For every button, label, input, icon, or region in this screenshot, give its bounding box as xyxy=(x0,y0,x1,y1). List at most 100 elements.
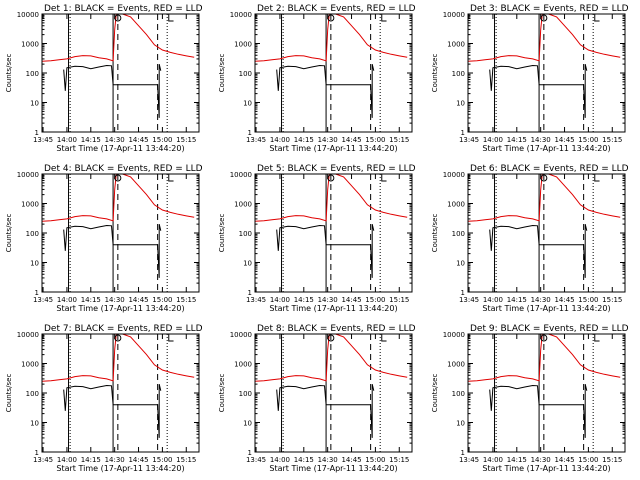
x-tick-label: 13:45 xyxy=(246,136,266,144)
panel-title: Det 7: BLACK = Events, RED = LLD xyxy=(44,324,203,334)
x-axis-label: Start Time (17-Apr-11 13:44:20) xyxy=(482,304,610,313)
x-tick-label: 15:15 xyxy=(602,296,622,304)
y-tick-label: 1 xyxy=(248,289,252,297)
y-tick-label: 10000 xyxy=(17,331,39,339)
x-tick-label: 15:00 xyxy=(152,136,172,144)
x-tick-label: 15:00 xyxy=(578,456,598,464)
y-tick-label: 10000 xyxy=(443,331,465,339)
y-tick-label: 1000 xyxy=(447,361,465,369)
plot-area xyxy=(255,14,408,132)
x-tick-label: 13:45 xyxy=(459,136,479,144)
y-axis-label: Counts/sec xyxy=(431,54,439,93)
marker-bracket xyxy=(594,174,600,182)
marker-bracket xyxy=(168,14,174,22)
marker-bracket xyxy=(594,334,600,342)
series-line-lld xyxy=(468,334,621,382)
x-tick-label: 14:00 xyxy=(57,456,77,464)
chart-panel-1: Det 1: BLACK = Events, RED = LLD Counts/s… xyxy=(5,4,203,153)
y-tick-label: 1 xyxy=(461,129,465,137)
x-tick-label: 14:30 xyxy=(531,456,551,464)
plot-area xyxy=(42,334,195,452)
marker-bracket xyxy=(381,14,387,22)
y-tick-label: 10000 xyxy=(443,171,465,179)
x-tick-label: 14:30 xyxy=(531,136,551,144)
y-tick-label: 1 xyxy=(461,289,465,297)
chart-panel-7: Det 7: BLACK = Events, RED = LLD Counts/s… xyxy=(5,324,203,473)
x-tick-label: 14:45 xyxy=(128,456,148,464)
x-tick-label: 14:45 xyxy=(128,136,148,144)
chart-panel-5: Det 5: BLACK = Events, RED = LLD Counts/s… xyxy=(218,164,416,313)
x-tick-label: 14:00 xyxy=(270,296,290,304)
chart-panel-9: Det 9: BLACK = Events, RED = LLD Counts/s… xyxy=(431,324,629,473)
x-axis-label: Start Time (17-Apr-11 13:44:20) xyxy=(269,304,397,313)
x-tick-label: 14:15 xyxy=(294,136,314,144)
x-tick-label: 15:15 xyxy=(389,456,409,464)
x-tick-label: 14:45 xyxy=(554,296,574,304)
chart-panel-8: Det 8: BLACK = Events, RED = LLD Counts/s… xyxy=(218,324,416,473)
y-tick-label: 100 xyxy=(26,390,39,398)
series-line-lld xyxy=(468,14,621,62)
chart-panel-4: Det 4: BLACK = Events, RED = LLD Counts/s… xyxy=(5,164,203,313)
plot-area xyxy=(468,14,621,132)
y-axis-label: Counts/sec xyxy=(5,214,13,253)
y-tick-label: 1000 xyxy=(21,361,39,369)
y-tick-label: 100 xyxy=(26,70,39,78)
x-tick-label: 14:30 xyxy=(105,456,125,464)
x-tick-label: 14:45 xyxy=(341,456,361,464)
panel-title: Det 2: BLACK = Events, RED = LLD xyxy=(257,4,416,14)
y-tick-label: 1 xyxy=(35,129,39,137)
x-tick-label: 15:00 xyxy=(152,456,172,464)
plot-area xyxy=(42,174,195,292)
x-tick-label: 14:15 xyxy=(507,296,527,304)
y-tick-label: 100 xyxy=(239,230,252,238)
y-tick-label: 1000 xyxy=(21,201,39,209)
y-tick-label: 10 xyxy=(30,260,39,268)
x-tick-label: 15:00 xyxy=(365,136,385,144)
series-line-lld xyxy=(42,174,195,222)
marker-bracket xyxy=(168,174,174,182)
plot-frame xyxy=(467,173,626,293)
y-tick-label: 1000 xyxy=(234,361,252,369)
y-tick-label: 1 xyxy=(35,449,39,457)
panel-title: Det 8: BLACK = Events, RED = LLD xyxy=(257,324,416,334)
y-tick-label: 100 xyxy=(239,390,252,398)
x-tick-label: 14:00 xyxy=(57,136,77,144)
x-tick-label: 13:45 xyxy=(459,456,479,464)
y-tick-label: 100 xyxy=(452,390,465,398)
x-tick-label: 14:15 xyxy=(294,456,314,464)
x-tick-label: 15:15 xyxy=(602,456,622,464)
y-tick-label: 10 xyxy=(456,260,465,268)
y-axis-label: Counts/sec xyxy=(218,54,226,93)
x-tick-label: 15:00 xyxy=(365,456,385,464)
series-line-events xyxy=(63,223,162,278)
plot-area xyxy=(42,14,195,132)
plot-area xyxy=(255,174,408,292)
marker-bracket xyxy=(594,14,600,22)
x-axis-label: Start Time (17-Apr-11 13:44:20) xyxy=(269,464,397,473)
x-tick-label: 14:00 xyxy=(270,456,290,464)
x-axis-label: Start Time (17-Apr-11 13:44:20) xyxy=(56,304,184,313)
y-tick-label: 10 xyxy=(30,100,39,108)
x-axis-label: Start Time (17-Apr-11 13:44:20) xyxy=(269,144,397,153)
x-tick-label: 15:15 xyxy=(176,296,196,304)
y-tick-label: 10000 xyxy=(230,331,252,339)
y-tick-label: 100 xyxy=(452,70,465,78)
x-tick-label: 13:45 xyxy=(459,296,479,304)
y-tick-label: 100 xyxy=(26,230,39,238)
y-tick-label: 10 xyxy=(456,100,465,108)
plot-frame xyxy=(41,13,200,133)
x-tick-label: 15:15 xyxy=(389,296,409,304)
marker-bracket xyxy=(168,334,174,342)
x-axis-label: Start Time (17-Apr-11 13:44:20) xyxy=(56,144,184,153)
x-tick-label: 14:45 xyxy=(128,296,148,304)
x-tick-label: 14:00 xyxy=(483,296,503,304)
plot-frame xyxy=(254,173,413,293)
x-tick-label: 15:00 xyxy=(578,136,598,144)
plot-frame xyxy=(467,333,626,453)
plot-area xyxy=(468,334,621,452)
x-tick-label: 15:00 xyxy=(152,296,172,304)
y-axis-label: Counts/sec xyxy=(218,374,226,413)
series-line-events xyxy=(276,223,375,278)
chart-panel-3: Det 3: BLACK = Events, RED = LLD Counts/s… xyxy=(431,4,629,153)
